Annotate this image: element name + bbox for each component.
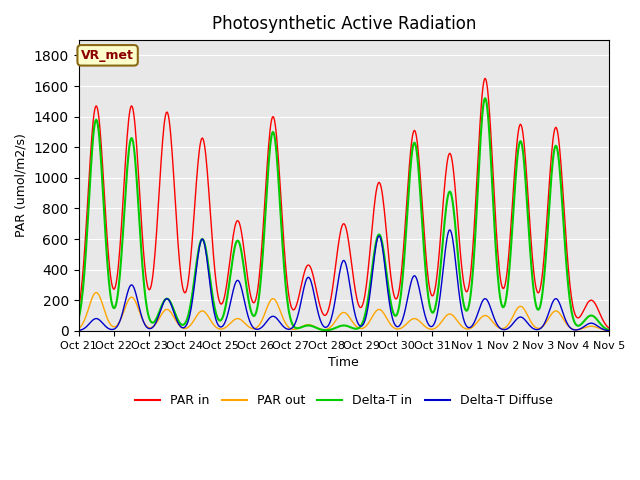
Delta-T Diffuse — [439, 267, 447, 273]
Line: Delta-T in: Delta-T in — [79, 98, 609, 330]
PAR out — [557, 312, 565, 318]
PAR in — [387, 274, 395, 279]
PAR in — [481, 75, 489, 81]
Text: VR_met: VR_met — [81, 49, 134, 62]
PAR in — [439, 201, 447, 206]
PAR in — [335, 236, 343, 241]
Delta-T Diffuse — [387, 308, 395, 314]
X-axis label: Time: Time — [328, 356, 359, 369]
PAR out — [92, 290, 100, 296]
Line: PAR out: PAR out — [79, 293, 609, 331]
Line: PAR in: PAR in — [79, 78, 609, 328]
Y-axis label: PAR (umol/m2/s): PAR (umol/m2/s) — [15, 133, 28, 238]
Delta-T Diffuse — [605, 328, 612, 334]
Delta-T in — [558, 193, 566, 199]
Delta-T Diffuse — [214, 321, 221, 327]
Delta-T in — [605, 327, 612, 333]
PAR in — [75, 307, 83, 313]
Legend: PAR in, PAR out, Delta-T in, Delta-T Diffuse: PAR in, PAR out, Delta-T in, Delta-T Dif… — [130, 389, 558, 412]
Delta-T in — [440, 227, 448, 232]
Delta-T Diffuse — [191, 278, 199, 284]
Delta-T in — [191, 272, 199, 278]
PAR in — [605, 325, 612, 331]
Delta-T in — [388, 304, 396, 310]
Line: Delta-T Diffuse: Delta-T Diffuse — [79, 230, 609, 331]
PAR in — [191, 200, 199, 205]
Delta-T in — [481, 96, 489, 101]
PAR out — [336, 312, 344, 317]
PAR out — [75, 326, 83, 332]
PAR out — [605, 328, 612, 334]
PAR in — [214, 291, 221, 297]
Delta-T in — [214, 315, 221, 321]
PAR out — [388, 323, 396, 328]
PAR out — [192, 315, 200, 321]
Delta-T in — [75, 316, 83, 322]
Delta-T Diffuse — [335, 272, 343, 277]
Delta-T Diffuse — [75, 327, 83, 333]
Title: Photosynthetic Active Radiation: Photosynthetic Active Radiation — [211, 15, 476, 33]
Delta-T in — [336, 323, 344, 329]
PAR in — [557, 162, 565, 168]
Delta-T Diffuse — [446, 227, 454, 233]
PAR out — [214, 326, 222, 332]
Delta-T Diffuse — [557, 304, 565, 310]
PAR out — [440, 316, 448, 322]
Delta-T in — [322, 327, 330, 333]
